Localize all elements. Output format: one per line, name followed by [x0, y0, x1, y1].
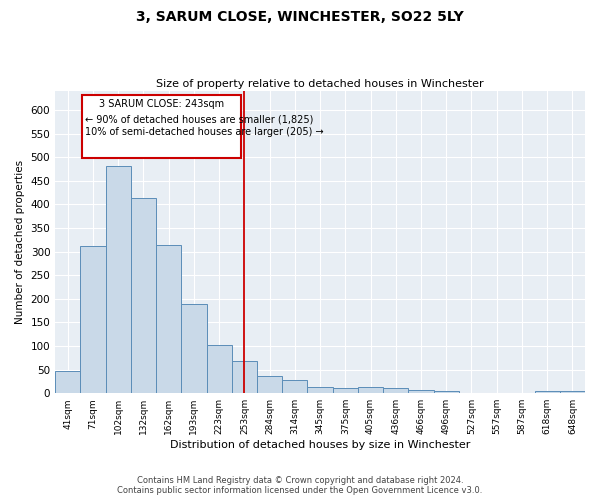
Text: 3 SARUM CLOSE: 243sqm: 3 SARUM CLOSE: 243sqm: [98, 99, 224, 109]
Bar: [434, 392, 459, 393]
Bar: [257, 376, 282, 393]
FancyBboxPatch shape: [82, 95, 241, 158]
Bar: [332, 388, 358, 393]
Text: 3, SARUM CLOSE, WINCHESTER, SO22 5LY: 3, SARUM CLOSE, WINCHESTER, SO22 5LY: [136, 10, 464, 24]
Bar: [55, 372, 80, 393]
Bar: [80, 246, 106, 393]
Text: ← 90% of detached houses are smaller (1,825): ← 90% of detached houses are smaller (1,…: [85, 115, 313, 125]
Title: Size of property relative to detached houses in Winchester: Size of property relative to detached ho…: [156, 79, 484, 89]
Bar: [156, 244, 181, 393]
Text: 10% of semi-detached houses are larger (205) →: 10% of semi-detached houses are larger (…: [85, 127, 323, 137]
Bar: [232, 361, 257, 393]
Bar: [282, 380, 307, 393]
Bar: [106, 166, 131, 393]
Y-axis label: Number of detached properties: Number of detached properties: [15, 160, 25, 324]
X-axis label: Distribution of detached houses by size in Winchester: Distribution of detached houses by size …: [170, 440, 470, 450]
Bar: [307, 387, 332, 393]
Text: Contains HM Land Registry data © Crown copyright and database right 2024.
Contai: Contains HM Land Registry data © Crown c…: [118, 476, 482, 495]
Bar: [535, 392, 560, 393]
Bar: [409, 390, 434, 393]
Bar: [206, 344, 232, 393]
Bar: [358, 387, 383, 393]
Bar: [383, 388, 409, 393]
Bar: [181, 304, 206, 393]
Bar: [560, 392, 585, 393]
Bar: [131, 198, 156, 393]
